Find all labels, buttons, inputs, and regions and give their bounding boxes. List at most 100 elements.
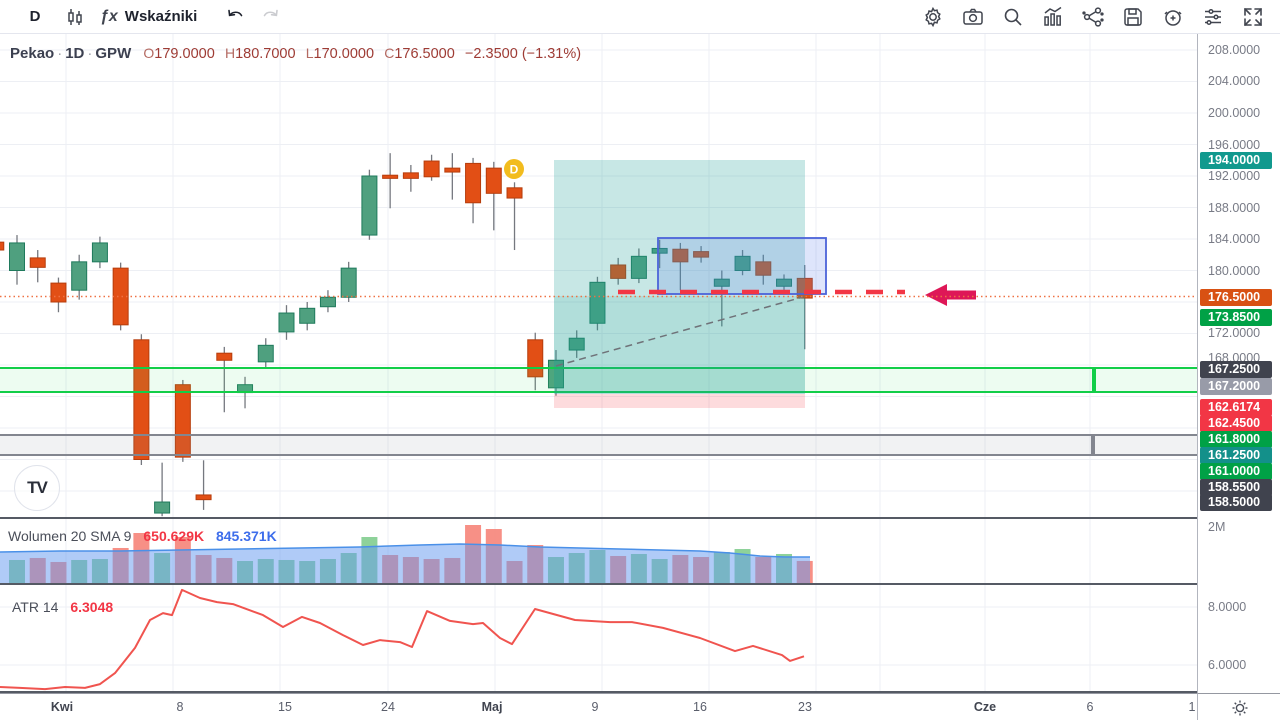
candle-body xyxy=(50,282,67,303)
time-tick: Kwi xyxy=(50,700,74,714)
dividend-marker-icon xyxy=(504,159,524,179)
change-value: −2.3500 (−1.31%) xyxy=(464,46,582,62)
toolbar-right-group xyxy=(920,4,1280,30)
candle-body xyxy=(693,251,710,258)
candle-body xyxy=(361,175,378,236)
price-tick: 172.0000 xyxy=(1208,326,1261,340)
atr-indicator-title[interactable]: ATR 14 xyxy=(12,599,59,615)
symbol-name[interactable]: Pekao xyxy=(10,45,55,62)
candle-body xyxy=(651,247,668,254)
blue-box-drawing xyxy=(657,237,827,295)
trend-dashed-line xyxy=(555,296,804,367)
sliders-icon[interactable] xyxy=(1200,4,1226,30)
alert-clock-icon[interactable] xyxy=(1160,4,1186,30)
price-level-badge[interactable]: 158.5500 xyxy=(1200,478,1272,496)
price-level-badge[interactable]: 173.8500 xyxy=(1200,308,1272,326)
price-tick: 200.0000 xyxy=(1208,106,1261,120)
axis-settings-corner[interactable] xyxy=(1197,693,1280,720)
chart-stats-icon[interactable] xyxy=(1040,4,1066,30)
indicators-label: Wskaźniki xyxy=(124,8,198,25)
low-value: 170.0000 xyxy=(313,46,375,62)
price-tick: 180.0000 xyxy=(1208,264,1261,278)
timeframe-button[interactable]: D xyxy=(29,8,41,25)
volume-indicator-title[interactable]: Wolumen 20 SMA 9 xyxy=(8,528,132,544)
time-axis[interactable]: Kwi 8 15 24 Maj 9 16 23 Cze 6 1 xyxy=(0,693,1197,720)
candle-body xyxy=(71,261,88,291)
toolbar-left-group: D ƒx Wskaźniki xyxy=(0,4,283,30)
price-tick: 2M xyxy=(1208,520,1226,534)
candle-body xyxy=(174,384,191,458)
candle-body xyxy=(195,494,212,501)
price-level-badge[interactable]: 194.0000 xyxy=(1200,151,1272,169)
axis-settings-sun-icon[interactable] xyxy=(1231,699,1249,717)
tradingview-logo[interactable]: TV xyxy=(14,465,60,511)
candle-body xyxy=(568,337,585,351)
share-nodes-icon[interactable] xyxy=(1080,4,1106,30)
symbol-interval[interactable]: 1D xyxy=(65,45,85,62)
symbol-legend[interactable]: Pekao · 1D · GPW O179.0000 H180.7000 L170.00… xyxy=(10,45,582,62)
search-icon[interactable] xyxy=(1000,4,1026,30)
price-level-badge[interactable]: 158.5000 xyxy=(1200,493,1272,511)
undo-icon[interactable] xyxy=(223,4,249,30)
time-tick: 8 xyxy=(176,700,184,714)
price-level-badge[interactable]: 162.4500 xyxy=(1200,414,1272,432)
candle-body xyxy=(776,278,793,287)
gray-band-fill xyxy=(0,435,1197,455)
candle-body xyxy=(589,281,606,324)
candle-body xyxy=(112,267,129,326)
chart-area[interactable]: D Pekao · 1D · GPW O179.0000 H180.7000 L170.… xyxy=(0,34,1280,720)
green-channel-handle xyxy=(1092,368,1096,392)
candle-body xyxy=(610,264,627,279)
candle-body xyxy=(0,241,5,251)
fullscreen-icon[interactable] xyxy=(1240,4,1266,30)
candle-body xyxy=(257,344,274,363)
high-label: H xyxy=(224,45,236,61)
price-level-badge[interactable]: 162.6174 xyxy=(1200,398,1272,416)
price-level-badge[interactable]: 161.0000 xyxy=(1200,462,1272,480)
candle-body xyxy=(713,278,730,287)
fx-icon: ƒx xyxy=(100,7,118,25)
candle-body xyxy=(154,501,171,514)
redo-icon[interactable] xyxy=(257,4,283,30)
candle-body xyxy=(444,167,461,173)
price-level-badge[interactable]: 167.2000 xyxy=(1200,377,1272,395)
price-tick: 196.0000 xyxy=(1208,138,1261,152)
candle-body xyxy=(29,257,46,268)
time-tick: 1 xyxy=(1188,700,1196,714)
pane-separator-main-volume xyxy=(0,517,1197,519)
left-arrow-marker xyxy=(925,284,976,306)
candle-body xyxy=(319,296,336,308)
candle-body xyxy=(630,255,647,279)
price-level-badge[interactable]: 176.5000 xyxy=(1200,288,1272,306)
candle-body xyxy=(133,339,150,460)
pane-separator-volume-atr xyxy=(0,583,1197,585)
indicators-button[interactable]: ƒx Wskaźniki xyxy=(96,4,201,30)
price-axis[interactable]: 208.0000 204.0000 200.0000 196.0000 192.0000… xyxy=(1197,34,1280,693)
low-label: L xyxy=(305,45,314,61)
price-level-badge[interactable]: 161.8000 xyxy=(1200,430,1272,448)
candle-body xyxy=(340,267,357,298)
settings-gear-icon[interactable] xyxy=(920,4,946,30)
save-icon[interactable] xyxy=(1120,4,1146,30)
camera-icon[interactable] xyxy=(960,4,986,30)
price-level-badge[interactable]: 161.2500 xyxy=(1200,446,1272,464)
gray-band-handle xyxy=(1091,435,1095,455)
volume-legend[interactable]: Wolumen 20 SMA 9 650.629K 845.371K xyxy=(8,528,277,544)
candlestick-style-icon[interactable] xyxy=(62,4,88,30)
price-tick: 192.0000 xyxy=(1208,169,1261,183)
price-level-badge[interactable]: 167.2500 xyxy=(1200,360,1272,378)
candle-body xyxy=(485,167,502,194)
symbol-exchange: GPW xyxy=(95,45,132,62)
price-tick: 8.0000 xyxy=(1208,600,1247,614)
price-tick: 188.0000 xyxy=(1208,201,1261,215)
candle-body xyxy=(382,174,399,179)
high-value: 180.7000 xyxy=(235,46,296,62)
candle-body xyxy=(423,160,440,178)
open-value: 179.0000 xyxy=(154,46,215,62)
atr-legend[interactable]: ATR 14 6.3048 xyxy=(12,599,113,615)
pane-separator-bottom xyxy=(0,691,1197,693)
chart-canvas[interactable]: D xyxy=(0,34,1197,693)
candle-body xyxy=(672,248,689,263)
atr-value: 6.3048 xyxy=(70,599,114,615)
